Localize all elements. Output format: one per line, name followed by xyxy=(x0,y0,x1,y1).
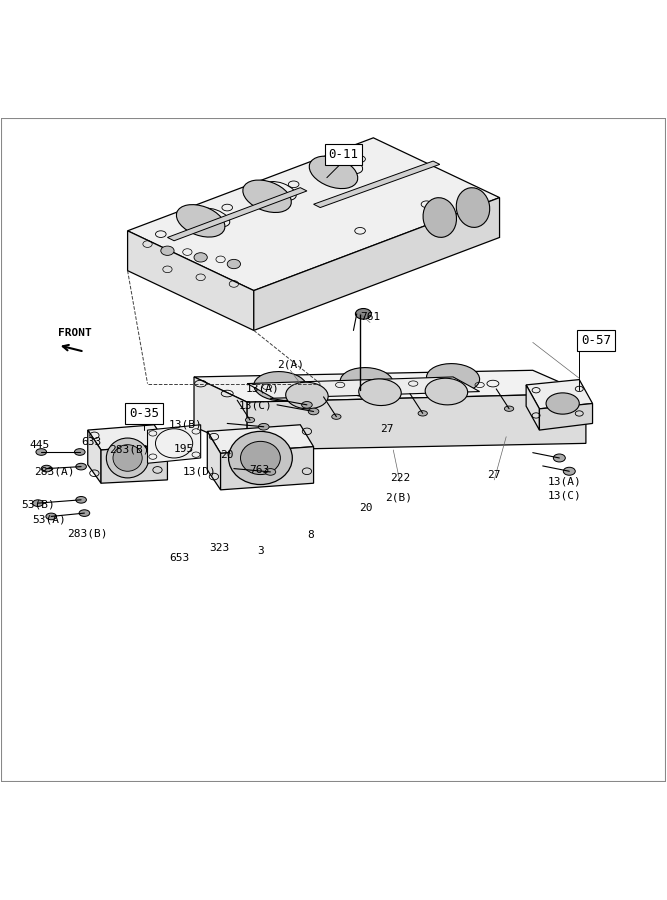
Ellipse shape xyxy=(331,414,341,419)
Text: 283(B): 283(B) xyxy=(67,528,108,538)
Ellipse shape xyxy=(546,393,579,414)
Ellipse shape xyxy=(46,513,57,519)
Ellipse shape xyxy=(258,423,269,430)
Text: 8: 8 xyxy=(307,530,313,540)
Polygon shape xyxy=(147,425,201,464)
Ellipse shape xyxy=(265,469,275,475)
Ellipse shape xyxy=(301,401,312,409)
Ellipse shape xyxy=(340,367,394,397)
Ellipse shape xyxy=(564,467,575,475)
Text: 2(B): 2(B) xyxy=(385,493,412,503)
Ellipse shape xyxy=(308,409,319,415)
Text: 323: 323 xyxy=(209,544,229,554)
Ellipse shape xyxy=(229,431,292,484)
Text: 13(B): 13(B) xyxy=(169,419,203,430)
Polygon shape xyxy=(540,403,592,430)
Text: 222: 222 xyxy=(390,472,410,483)
Ellipse shape xyxy=(309,156,358,189)
Ellipse shape xyxy=(425,378,468,405)
Text: 13(A): 13(A) xyxy=(548,477,582,487)
Polygon shape xyxy=(88,430,101,483)
Ellipse shape xyxy=(423,198,456,238)
Ellipse shape xyxy=(254,372,307,400)
Ellipse shape xyxy=(554,454,566,462)
Text: 27: 27 xyxy=(380,424,394,434)
Polygon shape xyxy=(253,198,500,330)
Ellipse shape xyxy=(106,438,149,478)
Text: 13(C): 13(C) xyxy=(239,400,273,410)
Text: 633: 633 xyxy=(81,437,101,447)
Polygon shape xyxy=(313,161,440,208)
Polygon shape xyxy=(127,230,253,330)
Ellipse shape xyxy=(243,180,291,212)
Text: 445: 445 xyxy=(30,440,50,450)
Polygon shape xyxy=(526,385,540,430)
Ellipse shape xyxy=(504,406,514,411)
Polygon shape xyxy=(194,370,586,402)
Ellipse shape xyxy=(285,382,328,409)
Text: 761: 761 xyxy=(360,312,380,322)
Ellipse shape xyxy=(75,449,85,455)
Text: 2(A): 2(A) xyxy=(277,360,304,370)
Polygon shape xyxy=(194,377,247,450)
Ellipse shape xyxy=(76,464,87,470)
Polygon shape xyxy=(167,187,307,241)
Polygon shape xyxy=(526,380,592,409)
Polygon shape xyxy=(221,446,313,490)
Ellipse shape xyxy=(36,449,47,455)
Polygon shape xyxy=(101,445,167,483)
Text: 27: 27 xyxy=(488,470,501,481)
Polygon shape xyxy=(247,377,480,398)
Polygon shape xyxy=(247,393,586,450)
Ellipse shape xyxy=(76,497,87,503)
Text: 53(A): 53(A) xyxy=(32,514,66,524)
Text: 3: 3 xyxy=(257,546,264,556)
Text: 13(C): 13(C) xyxy=(548,491,582,500)
Ellipse shape xyxy=(456,188,490,228)
Ellipse shape xyxy=(161,246,174,256)
Text: 0-57: 0-57 xyxy=(581,334,611,346)
Text: 283(B): 283(B) xyxy=(109,445,149,455)
Text: 763: 763 xyxy=(249,465,269,475)
Ellipse shape xyxy=(241,441,280,474)
Ellipse shape xyxy=(79,509,90,517)
Ellipse shape xyxy=(359,379,402,406)
Text: 53(B): 53(B) xyxy=(21,500,55,509)
Ellipse shape xyxy=(426,364,480,393)
Ellipse shape xyxy=(356,309,372,320)
Ellipse shape xyxy=(227,259,241,269)
Text: 283(A): 283(A) xyxy=(34,466,75,476)
Text: FRONT: FRONT xyxy=(58,328,91,338)
Ellipse shape xyxy=(194,253,207,262)
Ellipse shape xyxy=(113,445,142,472)
Text: 20: 20 xyxy=(359,503,372,514)
Ellipse shape xyxy=(418,410,428,416)
Text: 20: 20 xyxy=(221,450,234,460)
Polygon shape xyxy=(207,425,313,454)
Text: 195: 195 xyxy=(174,444,194,454)
Text: 653: 653 xyxy=(169,553,189,562)
Text: 13(D): 13(D) xyxy=(183,466,216,476)
Ellipse shape xyxy=(41,465,52,472)
Polygon shape xyxy=(207,431,221,490)
Text: 13(A): 13(A) xyxy=(245,384,279,394)
Ellipse shape xyxy=(33,500,43,507)
Ellipse shape xyxy=(176,204,225,237)
Text: 0-11: 0-11 xyxy=(328,148,358,161)
Polygon shape xyxy=(88,425,167,450)
Ellipse shape xyxy=(245,418,255,423)
Text: 0-35: 0-35 xyxy=(129,407,159,420)
Polygon shape xyxy=(127,138,500,291)
